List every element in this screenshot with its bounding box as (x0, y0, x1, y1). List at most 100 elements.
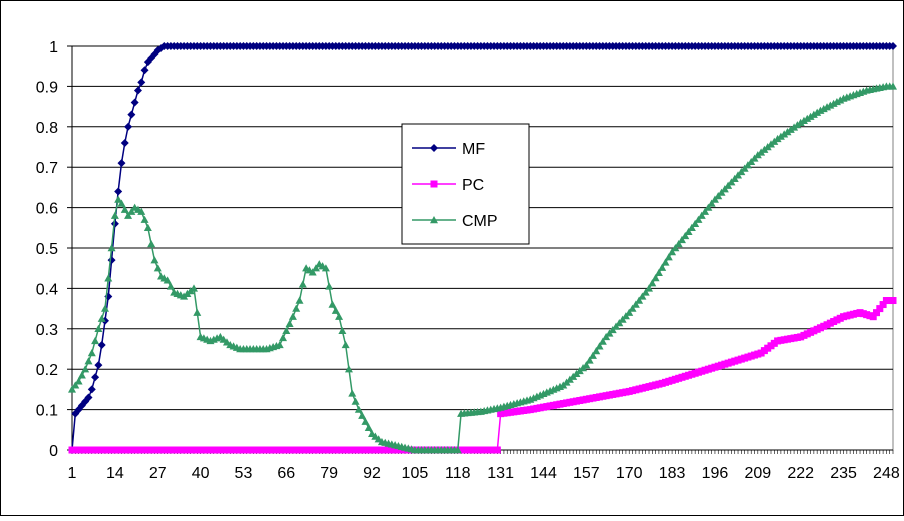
axes: 0 0.1 0.2 0.3 0.4 0.5 0.6 0.7 0.8 0.9 1 1 14 27 40 53 66… (36, 39, 900, 482)
y-tick-label: 0.7 (36, 160, 58, 177)
x-tick-label: 196 (702, 465, 729, 482)
y-tick-label: 0.9 (36, 79, 58, 96)
data-point (97, 340, 106, 349)
data-point (91, 336, 100, 345)
data-point (321, 264, 330, 272)
data-point (595, 342, 604, 350)
series-cmp (68, 82, 897, 454)
y-tick-label: 0.8 (36, 120, 58, 137)
x-tick-label: 14 (106, 465, 124, 482)
legend-marker (430, 216, 438, 224)
legend-label: CMP (462, 213, 498, 230)
y-tick-label: 0.1 (36, 403, 58, 420)
legend-item-mf: MF (412, 141, 485, 158)
data-point (645, 284, 654, 292)
data-point (654, 268, 663, 277)
legend-item-pc: PC (412, 177, 484, 194)
data-point (638, 292, 647, 300)
x-tick-label: 40 (192, 465, 210, 482)
data-point (631, 300, 640, 308)
data-point (773, 134, 782, 143)
data-point (635, 296, 644, 304)
data-point (295, 296, 304, 304)
x-tick-label: 157 (573, 465, 600, 482)
legend: MF PC CMP (401, 123, 530, 245)
data-point (94, 361, 103, 370)
data-point (308, 268, 317, 276)
data-point (889, 297, 897, 305)
data-point (87, 385, 96, 394)
x-tick-label: 183 (659, 465, 686, 482)
data-point (285, 319, 294, 327)
data-point (341, 340, 350, 349)
data-point (137, 207, 146, 215)
data-point (707, 199, 716, 207)
data-point (793, 121, 802, 129)
data-point (166, 282, 175, 290)
data-point (701, 207, 710, 215)
x-tick-label: 53 (235, 465, 253, 482)
series-group (68, 42, 897, 454)
data-point (803, 114, 812, 122)
data-point (110, 219, 119, 228)
x-tick-label: 1 (68, 465, 77, 482)
data-point (292, 304, 301, 312)
data-point (588, 351, 597, 359)
data-point (193, 308, 202, 316)
x-tick-label: 66 (277, 465, 295, 482)
data-point (783, 127, 792, 136)
x-tick-label: 27 (149, 465, 167, 482)
data-point (335, 312, 344, 320)
data-point (691, 219, 700, 227)
data-point (163, 276, 172, 284)
data-point (127, 110, 136, 119)
data-point (796, 118, 805, 126)
x-tick-label: 248 (873, 465, 900, 482)
data-point (879, 301, 887, 309)
data-point (117, 199, 126, 207)
data-point (84, 393, 93, 402)
data-point (120, 205, 129, 213)
data-point (150, 256, 159, 264)
data-point (889, 42, 897, 50)
data-point (776, 132, 785, 140)
data-point (153, 264, 162, 272)
data-point (625, 308, 634, 316)
y-tick-label: 0.4 (36, 281, 58, 298)
data-point (873, 309, 881, 317)
data-point (104, 274, 113, 282)
legend-item-cmp: CMP (412, 213, 498, 230)
data-point (889, 82, 897, 90)
legend-marker (430, 180, 438, 188)
data-point (140, 66, 149, 75)
x-tick-label: 144 (530, 465, 557, 482)
y-tick-label: 0 (49, 443, 58, 460)
x-tick-label: 79 (320, 465, 338, 482)
data-point (813, 108, 822, 116)
data-point (87, 349, 96, 357)
data-point (298, 280, 307, 288)
data-point (364, 423, 373, 431)
data-point (809, 110, 818, 118)
data-point (354, 405, 363, 413)
data-point (671, 244, 680, 252)
data-point (453, 446, 462, 454)
data-point (641, 288, 650, 296)
data-point (130, 98, 139, 107)
data-point (704, 203, 713, 211)
data-point (592, 347, 601, 355)
data-point (91, 373, 100, 382)
data-point (189, 284, 198, 292)
data-point (598, 337, 607, 345)
y-tick-label: 0.5 (36, 241, 58, 258)
data-point (94, 324, 103, 332)
x-tick-label: 118 (445, 465, 471, 482)
data-point (117, 159, 126, 168)
legend-label: PC (462, 177, 484, 194)
data-point (71, 381, 80, 389)
data-point (328, 300, 337, 308)
x-tick-label: 209 (744, 465, 771, 482)
data-point (806, 112, 815, 120)
